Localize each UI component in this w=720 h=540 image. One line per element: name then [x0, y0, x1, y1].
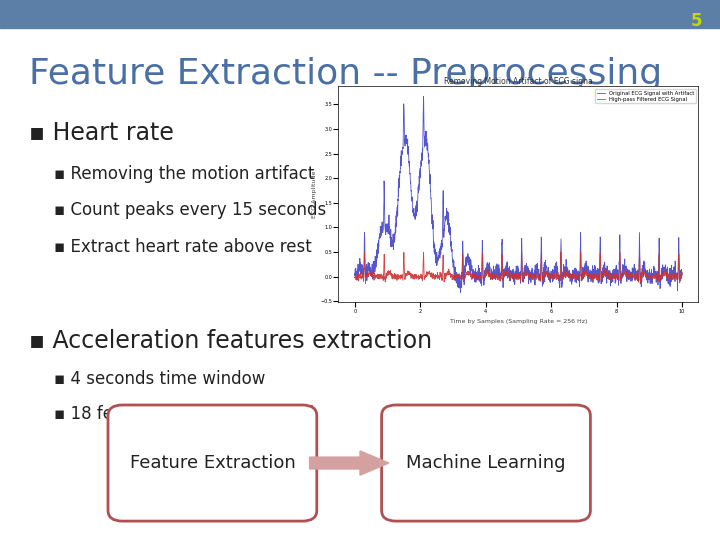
Polygon shape — [310, 451, 389, 475]
Text: ▪ 4 seconds time window: ▪ 4 seconds time window — [54, 370, 266, 388]
Original ECG Signal with Artifact — [501, 272, 510, 279]
Original ECG Signal with Artifact — [351, 270, 359, 276]
High-pass Filtered ECG Signal — [668, 274, 677, 281]
Original ECG Signal with Artifact — [668, 269, 677, 275]
Line: Original ECG Signal with Artifact: Original ECG Signal with Artifact — [355, 96, 682, 293]
High-pass Filtered ECG Signal — [361, 280, 370, 287]
High-pass Filtered ECG Signal — [678, 271, 686, 277]
Title: Removing Motion Artifact of ECG signa: Removing Motion Artifact of ECG signa — [444, 77, 593, 86]
Original ECG Signal with Artifact — [510, 274, 518, 281]
Original ECG Signal with Artifact — [608, 279, 617, 285]
FancyBboxPatch shape — [108, 405, 317, 521]
Text: Feature Extraction: Feature Extraction — [130, 454, 295, 472]
Y-axis label: ECG Amplitude: ECG Amplitude — [312, 171, 318, 218]
Original ECG Signal with Artifact — [678, 272, 686, 278]
X-axis label: Time by Samples (Sampling Rate = 256 Hz): Time by Samples (Sampling Rate = 256 Hz) — [450, 319, 587, 324]
Text: ▪ Extract heart rate above rest: ▪ Extract heart rate above rest — [54, 238, 312, 256]
Text: ▪ Acceleration features extraction: ▪ Acceleration features extraction — [29, 329, 432, 353]
Original ECG Signal with Artifact — [669, 271, 678, 278]
Original ECG Signal with Artifact — [367, 269, 376, 275]
Original ECG Signal with Artifact — [419, 93, 428, 99]
High-pass Filtered ECG Signal — [501, 272, 510, 278]
High-pass Filtered ECG Signal — [351, 274, 359, 281]
High-pass Filtered ECG Signal — [367, 270, 376, 276]
Text: ▪ Heart rate: ▪ Heart rate — [29, 122, 174, 145]
High-pass Filtered ECG Signal — [669, 277, 678, 284]
Legend: Original ECG Signal with Artifact, High-pass Filtered ECG Signal: Original ECG Signal with Artifact, High-… — [595, 89, 696, 103]
Bar — [0, 0, 720, 28]
Line: High-pass Filtered ECG Signal: High-pass Filtered ECG Signal — [355, 252, 682, 284]
Text: ▪ Count peaks every 15 seconds: ▪ Count peaks every 15 seconds — [54, 201, 326, 219]
High-pass Filtered ECG Signal — [608, 274, 617, 281]
Text: Feature Extraction -- Preprocessing: Feature Extraction -- Preprocessing — [29, 57, 662, 91]
Text: Machine Learning: Machine Learning — [406, 454, 566, 472]
High-pass Filtered ECG Signal — [510, 271, 518, 277]
High-pass Filtered ECG Signal — [577, 249, 585, 255]
Text: 5: 5 — [690, 12, 702, 30]
Original ECG Signal with Artifact — [456, 289, 465, 296]
FancyBboxPatch shape — [382, 405, 590, 521]
Text: ▪ Removing the motion artifact: ▪ Removing the motion artifact — [54, 165, 315, 183]
Text: ▪ 18 features extracted in total: ▪ 18 features extracted in total — [54, 405, 314, 423]
